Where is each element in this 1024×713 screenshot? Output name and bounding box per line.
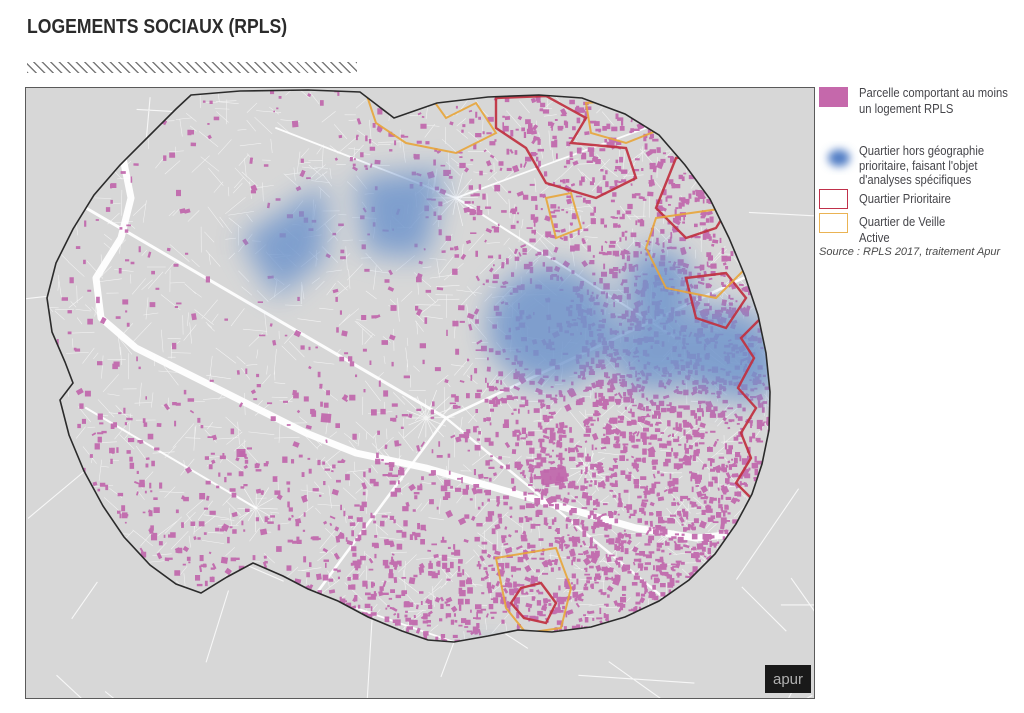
- svg-text:apur: apur: [773, 671, 803, 688]
